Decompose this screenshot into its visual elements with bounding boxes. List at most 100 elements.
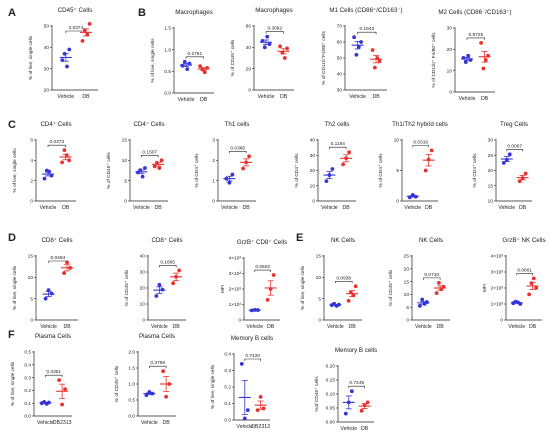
panel-label-f: F bbox=[8, 329, 15, 341]
vehicle-point bbox=[507, 152, 512, 157]
db-point bbox=[241, 166, 246, 171]
db-point bbox=[67, 158, 71, 163]
db-point bbox=[359, 408, 364, 413]
y-tick-label: 0 bbox=[312, 199, 315, 205]
chart-6: CD4⁺ Cells 0 2 4 6 % of live, single cells Veh… bbox=[12, 121, 76, 211]
p-value-label: 0.0373 bbox=[49, 139, 64, 145]
y-tick-label: 0.3 bbox=[24, 375, 31, 381]
y-tick-label: 0 bbox=[248, 88, 251, 94]
chart-title: Plasma Cells bbox=[35, 333, 71, 340]
vehicle-point bbox=[227, 180, 232, 185]
chart-17: GrzB⁺ NK Cells 0 1×10³ 2×10³ 3×10³ 4×10³ MFI Ve… bbox=[482, 237, 546, 330]
significance-bracket bbox=[516, 273, 533, 276]
p-value-label: 0.0386 bbox=[230, 145, 245, 151]
db-point bbox=[527, 292, 532, 297]
y-tick-label: 0.0 bbox=[128, 414, 135, 420]
y-axis-label: % of live, single cells bbox=[12, 148, 18, 193]
vehicle-point bbox=[501, 160, 506, 165]
p-value-label: 0.1164 bbox=[331, 141, 346, 147]
y-tick-label: 4×10³ bbox=[491, 254, 504, 260]
chart-1: CD45⁺ Cells 20 30 40 50 % of live, single cel… bbox=[28, 7, 98, 100]
y-tick-label: 10 bbox=[122, 158, 128, 164]
y-tick-label: 40 bbox=[44, 45, 50, 51]
vehicle-point bbox=[420, 297, 425, 302]
y-tick-label: 2×10³ bbox=[229, 287, 242, 293]
vehicle-point bbox=[43, 296, 48, 301]
y-tick-label: 3 bbox=[212, 138, 215, 144]
x-group-label: Vehicle bbox=[415, 324, 432, 330]
y-tick-label: 0 bbox=[396, 199, 399, 205]
y-axis-label: MFI bbox=[220, 285, 226, 293]
chart-10: Th1/Th2 hybrid cells 0 5 10 % of CD4⁺ cells V… bbox=[378, 121, 448, 211]
p-value-label: 0.0602 bbox=[255, 264, 270, 270]
y-axis-label: % of CD45⁺ cells bbox=[230, 39, 236, 76]
vehicle-point bbox=[425, 300, 429, 304]
chart-20: Memory B cells 0.0 0.1 0.2 0.3 0.4 % of live, … bbox=[210, 335, 273, 430]
y-tick-label: 10 bbox=[488, 199, 494, 205]
vehicle-point bbox=[182, 59, 187, 64]
y-tick-label: 15 bbox=[488, 183, 494, 189]
significance-bracket bbox=[244, 358, 261, 361]
y-tick-label: 1.5 bbox=[128, 366, 135, 372]
x-group-label: Vehicle bbox=[133, 205, 150, 211]
chart-19: Plasma Cells 0.0 0.5 1.0 1.5 2.0 % of CD45⁺ ce… bbox=[114, 333, 176, 426]
y-tick-label: 2 bbox=[30, 178, 33, 184]
db-point bbox=[198, 64, 203, 69]
db-point bbox=[87, 21, 92, 26]
p-value-label: 0.3092 bbox=[267, 26, 282, 32]
db-point bbox=[285, 46, 289, 51]
y-tick-label: 1×10³ bbox=[491, 302, 504, 308]
vehicle-point bbox=[49, 173, 54, 178]
y-tick-label: 0.0 bbox=[164, 91, 171, 97]
db-point bbox=[370, 48, 375, 52]
db-point bbox=[62, 271, 66, 275]
y-axis-label: % of CD45⁺ cells bbox=[114, 365, 120, 402]
y-tick-label: 30 bbox=[447, 26, 453, 32]
y-tick-label: 0.5 bbox=[164, 69, 171, 75]
vehicle-point bbox=[343, 411, 348, 416]
db-point bbox=[164, 394, 169, 399]
chart-2: Macrophages 0.0 0.5 1.0 1.5 % of live, single… bbox=[150, 9, 214, 103]
y-tick-label: 0.4 bbox=[224, 352, 231, 358]
x-group-label: DB bbox=[361, 426, 369, 432]
panel-label-b: B bbox=[138, 7, 146, 19]
significance-bracket bbox=[47, 144, 66, 148]
y-tick-label: 2×10³ bbox=[491, 286, 504, 292]
vehicle-point bbox=[262, 45, 267, 50]
p-value-label: 0.3759 bbox=[150, 360, 165, 366]
y-tick-label: 60 bbox=[246, 24, 252, 30]
db-point bbox=[152, 164, 157, 169]
chart-title: NK Cells bbox=[331, 237, 355, 244]
x-group-label: DB bbox=[529, 324, 537, 330]
x-group-label: Vehicle bbox=[236, 424, 253, 430]
p-value-label: 0.0938 bbox=[336, 275, 351, 281]
y-tick-label: 20 bbox=[44, 88, 50, 94]
y-tick-label: 10 bbox=[140, 302, 146, 308]
x-group-label: DB bbox=[481, 96, 489, 102]
db-point bbox=[261, 406, 266, 411]
y-tick-label: 3×10³ bbox=[491, 270, 504, 276]
y-tick-label: 0 bbox=[30, 318, 33, 324]
y-tick-label: 50 bbox=[337, 56, 343, 62]
panel-label-a: A bbox=[8, 7, 16, 19]
vehicle-point bbox=[354, 52, 359, 57]
y-tick-label: 5 bbox=[318, 296, 321, 302]
db-point bbox=[434, 291, 439, 296]
chart-title: M2 Cells (CD86⁻/CD163⁺) bbox=[438, 9, 511, 16]
vehicle-point bbox=[42, 176, 47, 181]
significance-bracket bbox=[159, 265, 177, 268]
x-group-label: DB bbox=[173, 324, 181, 330]
y-axis-label: % of live, single cells bbox=[150, 38, 156, 83]
y-tick-label: 0 bbox=[124, 199, 127, 205]
p-value-label: 0.1943 bbox=[360, 26, 375, 32]
panel-label-d: D bbox=[8, 232, 16, 244]
x-group-label: Vehicle bbox=[40, 205, 57, 211]
x-group-label: DB bbox=[349, 324, 357, 330]
y-tick-label: 0.2 bbox=[224, 385, 231, 391]
x-group-label: Vehicle bbox=[498, 205, 515, 211]
vehicle-point bbox=[65, 64, 69, 69]
y-tick-label: 20 bbox=[404, 267, 410, 273]
vehicle-point bbox=[330, 167, 335, 171]
y-tick-label: 30 bbox=[488, 138, 494, 144]
